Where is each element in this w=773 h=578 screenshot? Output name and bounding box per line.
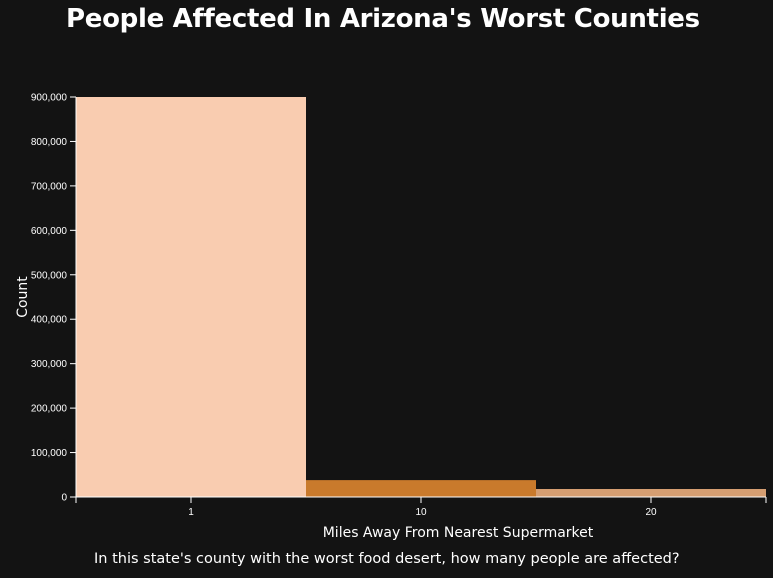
chart-title: People Affected In Arizona's Worst Count… xyxy=(66,4,700,34)
bar-10 xyxy=(306,480,536,497)
y-tick-label: 200,000 xyxy=(31,404,68,415)
x-axis-label: Miles Away From Nearest Supermarket xyxy=(323,525,594,541)
y-tick-label: 700,000 xyxy=(31,181,68,192)
y-tick-label: 500,000 xyxy=(31,270,68,281)
x-tick-label: 10 xyxy=(415,507,427,518)
bars-group xyxy=(76,97,766,497)
chart-caption: In this state's county with the worst fo… xyxy=(94,551,680,567)
x-tick-label: 20 xyxy=(645,507,657,518)
bar-1 xyxy=(76,97,306,497)
y-tick-label: 300,000 xyxy=(31,359,68,370)
y-axis-label: Count xyxy=(15,276,31,318)
y-axis: 0 100,000 200,000 300,000 400,000 500,000 600,… xyxy=(31,93,77,504)
y-tick-label: 0 xyxy=(61,493,67,504)
x-axis: 1 10 20 xyxy=(75,496,767,518)
bar-20 xyxy=(536,489,766,497)
y-tick-label: 900,000 xyxy=(31,93,68,104)
y-tick-label: 400,000 xyxy=(31,315,68,326)
y-tick-label: 800,000 xyxy=(31,137,68,148)
x-tick-label: 1 xyxy=(188,507,194,518)
y-tick-label: 600,000 xyxy=(31,226,68,237)
y-tick-label: 100,000 xyxy=(31,448,68,459)
